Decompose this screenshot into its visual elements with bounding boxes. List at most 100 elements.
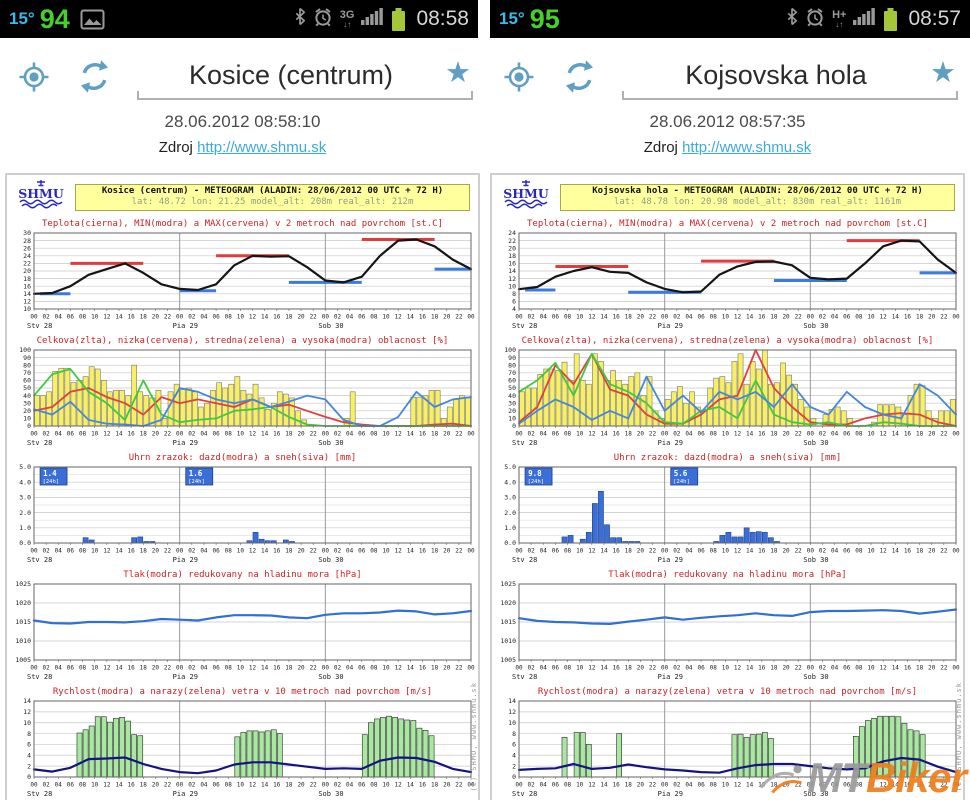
svg-text:60: 60: [23, 377, 31, 385]
svg-text:12: 12: [734, 548, 742, 555]
svg-text:14: 14: [892, 548, 900, 555]
svg-text:02: 02: [819, 314, 827, 321]
svg-text:12: 12: [103, 782, 111, 789]
app-header: Kosice (centrum) ★: [0, 38, 485, 100]
svg-text:02: 02: [819, 548, 827, 555]
svg-text:16: 16: [127, 782, 135, 789]
svg-text:3.0: 3.0: [504, 494, 516, 502]
svg-text:4.0: 4.0: [19, 478, 31, 486]
svg-text:22: 22: [795, 665, 803, 672]
svg-text:06: 06: [358, 665, 366, 672]
cloudiness-chart: Celkova(zlta), nizka(cervena), stredna(z…: [492, 335, 963, 451]
shmu-watermark: (c) SHMU, www.shmu.sk: [470, 682, 478, 792]
svg-text:00: 00: [515, 665, 523, 672]
svg-text:06: 06: [212, 548, 220, 555]
alarm-icon: [805, 7, 825, 32]
svg-text:22: 22: [795, 548, 803, 555]
svg-text:18: 18: [285, 548, 293, 555]
svg-text:22: 22: [455, 431, 463, 438]
svg-text:10: 10: [237, 665, 245, 672]
svg-text:06: 06: [212, 314, 220, 321]
svg-text:12: 12: [880, 431, 888, 438]
favorite-star-icon[interactable]: ★: [445, 57, 471, 89]
svg-text:2.0: 2.0: [19, 509, 31, 517]
location-spinner[interactable]: Kosice (centrum) ★: [137, 54, 473, 100]
shmu-link[interactable]: http://www.shmu.sk: [197, 139, 327, 156]
favorite-star-icon[interactable]: ★: [930, 57, 956, 89]
svg-text:16: 16: [273, 782, 281, 789]
svg-text:00: 00: [322, 548, 330, 555]
svg-text:06: 06: [697, 782, 705, 789]
svg-text:5.0: 5.0: [504, 464, 516, 471]
refresh-icon[interactable]: [561, 58, 598, 95]
svg-text:04: 04: [200, 314, 208, 321]
svg-text:24: 24: [23, 252, 31, 260]
signal-icon: [361, 8, 384, 30]
locate-icon[interactable]: [16, 59, 52, 95]
svg-text:04: 04: [346, 548, 354, 555]
svg-text:00: 00: [515, 314, 523, 321]
svg-text:Stv 28: Stv 28: [512, 673, 537, 681]
svg-text:02: 02: [334, 665, 342, 672]
svg-text:22: 22: [164, 548, 172, 555]
svg-text:08: 08: [564, 314, 572, 321]
svg-text:20: 20: [508, 244, 516, 252]
svg-text:12: 12: [103, 665, 111, 672]
wind-chart: Rychlost(modra) a narazy(zelena) vetra v…: [492, 686, 963, 800]
svg-text:1025: 1025: [500, 581, 516, 588]
svg-text:02: 02: [43, 548, 51, 555]
svg-text:00: 00: [467, 548, 475, 555]
svg-text:22: 22: [649, 665, 657, 672]
svg-text:16: 16: [758, 548, 766, 555]
svg-text:8: 8: [27, 730, 31, 738]
svg-text:22: 22: [649, 782, 657, 789]
svg-text:10: 10: [382, 548, 390, 555]
refresh-icon[interactable]: [76, 58, 113, 95]
svg-text:00: 00: [176, 782, 184, 789]
svg-text:08: 08: [710, 431, 718, 438]
network-indicator: H+ ↓↑: [832, 8, 847, 29]
svg-text:22: 22: [940, 665, 948, 672]
svg-text:16: 16: [273, 665, 281, 672]
svg-text:14: 14: [407, 548, 415, 555]
svg-text:08: 08: [710, 782, 718, 789]
svg-text:22: 22: [310, 431, 318, 438]
meteogram-banner: Kosice (centrum) - METEOGRAM (ALADIN: 28…: [75, 183, 470, 211]
svg-text:12: 12: [249, 665, 257, 672]
svg-text:1020: 1020: [500, 599, 516, 607]
svg-text:18: 18: [625, 782, 633, 789]
svg-text:50: 50: [23, 384, 31, 392]
svg-text:Pia 29: Pia 29: [658, 556, 683, 564]
svg-text:04: 04: [200, 782, 208, 789]
locate-icon[interactable]: [501, 59, 537, 95]
svg-text:00: 00: [515, 548, 523, 555]
svg-text:12: 12: [588, 314, 596, 321]
svg-text:10: 10: [382, 782, 390, 789]
svg-text:00: 00: [661, 431, 669, 438]
svg-text:SHMU: SHMU: [503, 186, 549, 201]
svg-text:22: 22: [940, 782, 948, 789]
svg-text:22: 22: [649, 431, 657, 438]
svg-text:10: 10: [576, 431, 584, 438]
svg-text:10: 10: [722, 665, 730, 672]
svg-text:06: 06: [843, 431, 851, 438]
svg-text:20: 20: [297, 314, 305, 321]
svg-text:02: 02: [819, 782, 827, 789]
svg-text:22: 22: [940, 431, 948, 438]
svg-text:18: 18: [140, 548, 148, 555]
svg-text:04: 04: [540, 314, 548, 321]
svg-text:02: 02: [673, 314, 681, 321]
svg-text:50: 50: [508, 384, 516, 392]
location-spinner[interactable]: Kojsovska hola ★: [622, 54, 958, 100]
svg-text:18: 18: [770, 665, 778, 672]
precipitation-plot: 0.0 1.0 2.0 3.0 4.0 5.0 00 02 04 06 08 10 12 14 16 18 20…: [19, 463, 475, 564]
svg-text:04: 04: [685, 431, 693, 438]
svg-text:14: 14: [115, 665, 123, 672]
svg-text:Stv 28: Stv 28: [27, 556, 52, 564]
svg-text:18: 18: [770, 314, 778, 321]
shmu-link[interactable]: http://www.shmu.sk: [682, 139, 812, 156]
svg-text:06: 06: [67, 548, 75, 555]
svg-text:16: 16: [758, 314, 766, 321]
source-line: Zdroj http://www.shmu.sk: [0, 139, 485, 156]
svg-text:04: 04: [685, 665, 693, 672]
